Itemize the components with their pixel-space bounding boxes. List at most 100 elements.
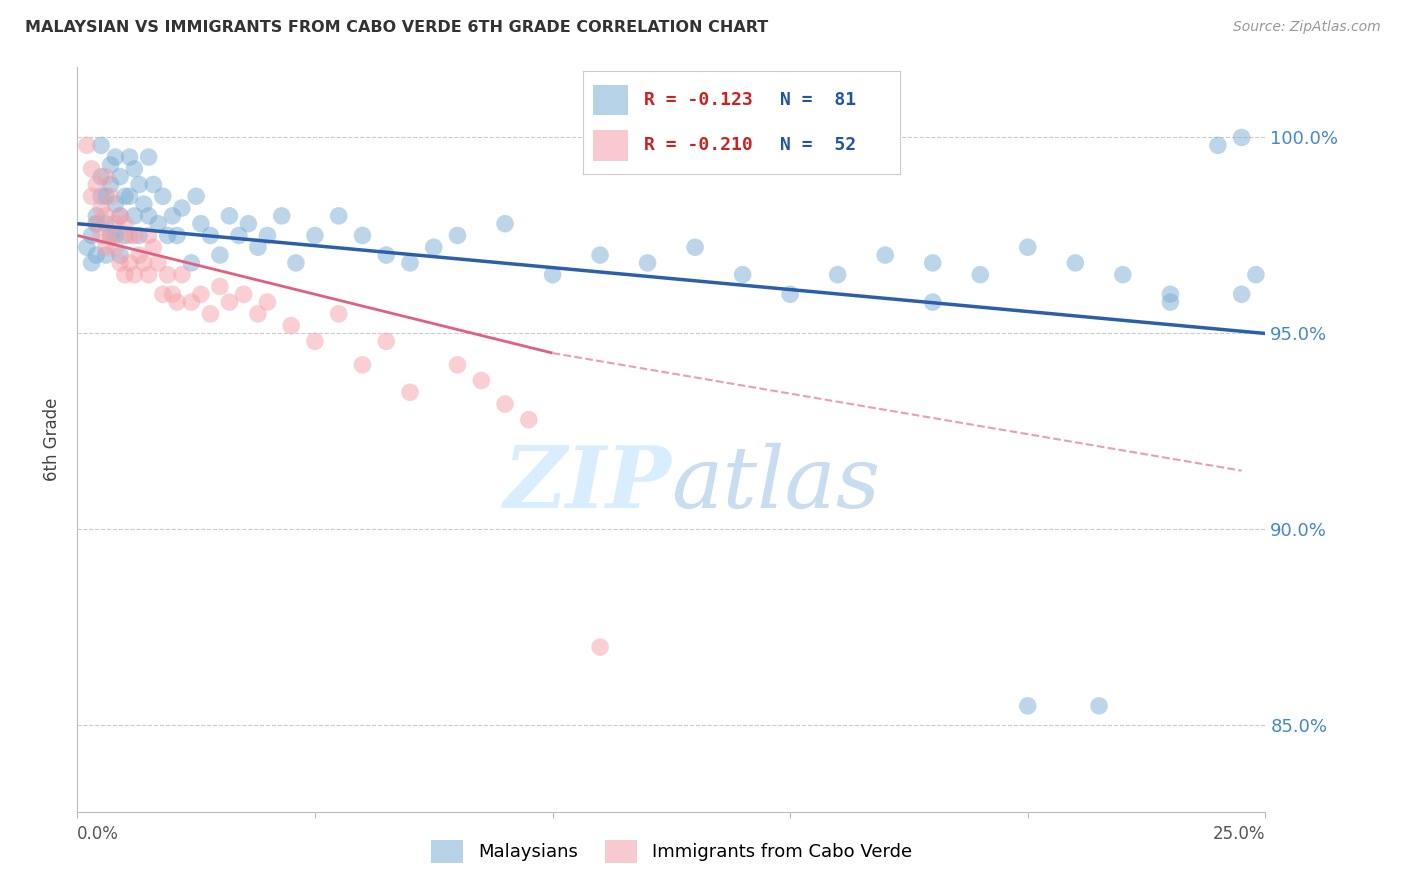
Point <box>152 287 174 301</box>
Point <box>124 228 146 243</box>
Point <box>875 248 897 262</box>
Point <box>170 201 193 215</box>
Point <box>86 209 108 223</box>
Point <box>90 169 112 184</box>
Bar <box>593 130 627 161</box>
Point <box>108 248 131 262</box>
Point <box>190 287 212 301</box>
Text: R = -0.210: R = -0.210 <box>644 136 752 153</box>
Point <box>76 240 98 254</box>
Point <box>94 169 117 184</box>
Point <box>375 248 398 262</box>
Text: N =  81: N = 81 <box>779 91 856 109</box>
Point <box>90 189 112 203</box>
Point <box>86 178 108 192</box>
Point <box>86 217 108 231</box>
Point <box>108 169 131 184</box>
Point <box>304 334 326 349</box>
Point <box>589 248 612 262</box>
Point <box>166 295 188 310</box>
Point <box>218 209 240 223</box>
Point <box>494 397 516 411</box>
Point <box>517 413 540 427</box>
Point <box>494 217 516 231</box>
Point <box>108 256 131 270</box>
Point <box>104 240 127 254</box>
Point <box>180 256 202 270</box>
Point <box>132 256 155 270</box>
Point <box>256 295 278 310</box>
Point <box>270 209 292 223</box>
Point <box>128 178 150 192</box>
Point <box>200 228 222 243</box>
Point <box>284 256 307 270</box>
Point <box>94 189 117 203</box>
Point <box>1230 287 1253 301</box>
Point <box>399 256 422 270</box>
Point <box>1112 268 1135 282</box>
Point <box>375 334 398 349</box>
Point <box>1017 240 1039 254</box>
Point <box>94 240 117 254</box>
Point <box>779 287 801 301</box>
Point <box>156 228 179 243</box>
Point <box>128 248 150 262</box>
Point <box>328 307 350 321</box>
Point <box>1206 138 1229 153</box>
Point <box>124 161 146 176</box>
Point <box>446 358 468 372</box>
Point <box>152 189 174 203</box>
Point <box>170 268 193 282</box>
Point <box>138 150 160 164</box>
Point <box>100 228 122 243</box>
Point <box>921 295 943 310</box>
Point <box>90 201 112 215</box>
Point <box>80 161 103 176</box>
Point <box>94 209 117 223</box>
Text: Source: ZipAtlas.com: Source: ZipAtlas.com <box>1233 20 1381 34</box>
Point <box>100 228 122 243</box>
Point <box>132 197 155 211</box>
Point <box>142 178 165 192</box>
Point <box>90 228 112 243</box>
Point <box>86 217 108 231</box>
Point <box>1159 287 1181 301</box>
Point <box>80 256 103 270</box>
Point <box>208 248 231 262</box>
Point <box>156 268 179 282</box>
Point <box>86 248 108 262</box>
Point <box>118 189 141 203</box>
Point <box>208 279 231 293</box>
Point <box>142 240 165 254</box>
Point <box>280 318 302 333</box>
Point <box>186 189 208 203</box>
Point <box>180 295 202 310</box>
Point <box>470 374 492 388</box>
Point <box>637 256 659 270</box>
Point <box>423 240 446 254</box>
Point <box>100 158 122 172</box>
Point <box>104 197 127 211</box>
Point <box>1064 256 1087 270</box>
Point <box>304 228 326 243</box>
Point <box>827 268 849 282</box>
Point <box>108 209 131 223</box>
Point <box>200 307 222 321</box>
Point <box>108 209 131 223</box>
Bar <box>593 85 627 115</box>
Legend: Malaysians, Immigrants from Cabo Verde: Malaysians, Immigrants from Cabo Verde <box>423 833 920 870</box>
Point <box>1159 295 1181 310</box>
Text: 0.0%: 0.0% <box>77 825 120 843</box>
Text: R = -0.123: R = -0.123 <box>644 91 752 109</box>
Point <box>90 138 112 153</box>
Point <box>94 248 117 262</box>
Point <box>104 228 127 243</box>
Point <box>238 217 260 231</box>
Point <box>1244 268 1267 282</box>
Point <box>128 228 150 243</box>
Point <box>138 228 160 243</box>
Text: MALAYSIAN VS IMMIGRANTS FROM CABO VERDE 6TH GRADE CORRELATION CHART: MALAYSIAN VS IMMIGRANTS FROM CABO VERDE … <box>25 20 769 35</box>
Text: 25.0%: 25.0% <box>1213 825 1265 843</box>
Point <box>218 295 240 310</box>
Point <box>589 640 612 654</box>
